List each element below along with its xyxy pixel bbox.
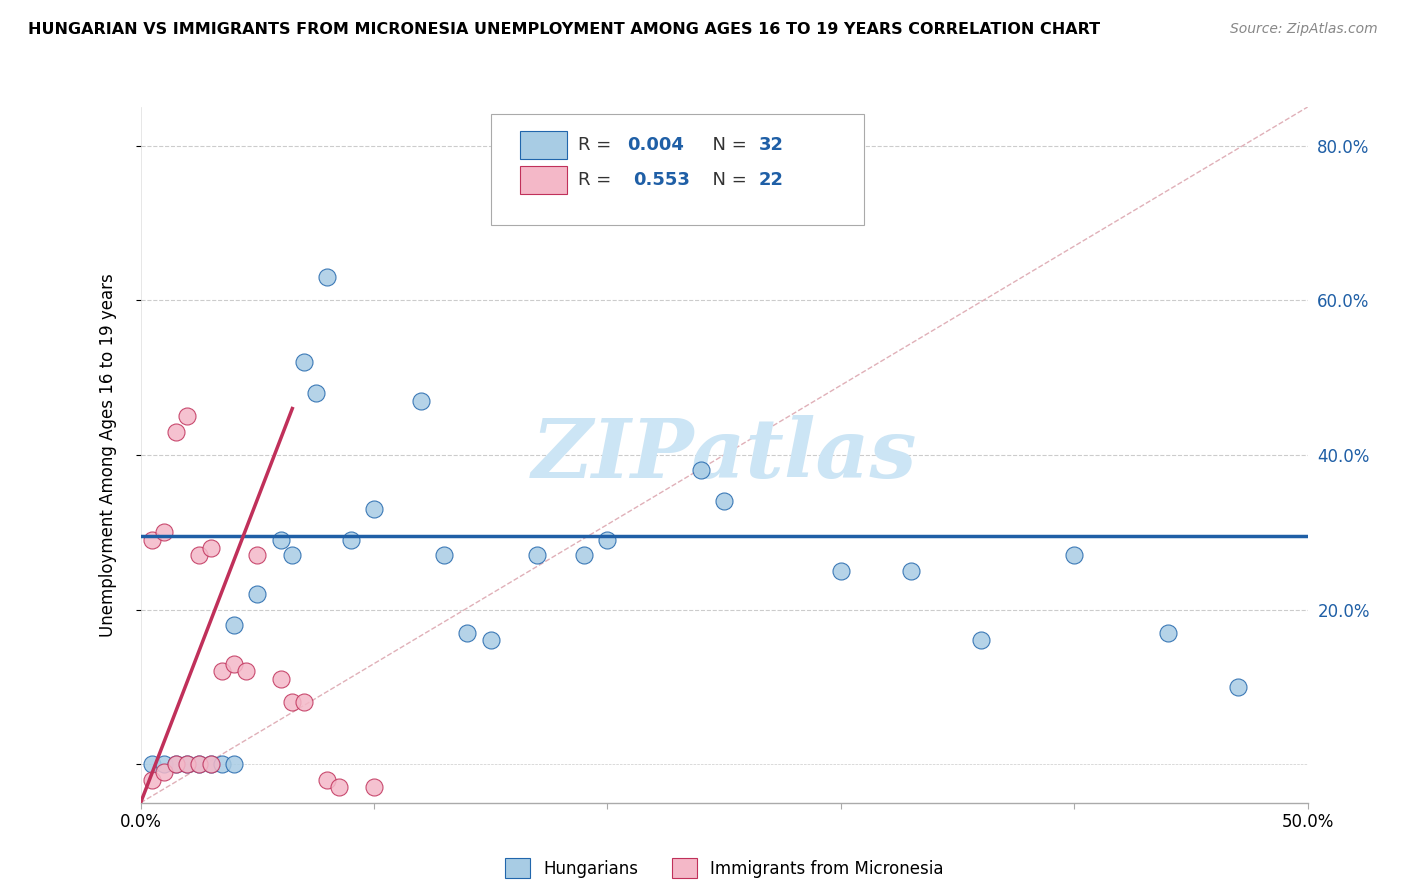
Text: N =: N = bbox=[700, 136, 752, 154]
Point bbox=[292, 695, 315, 709]
Point bbox=[153, 764, 176, 779]
Text: 22: 22 bbox=[759, 171, 785, 189]
Point bbox=[165, 425, 187, 439]
Point bbox=[153, 525, 176, 540]
Point bbox=[165, 757, 187, 772]
FancyBboxPatch shape bbox=[520, 131, 567, 159]
Point bbox=[339, 533, 361, 547]
Point bbox=[596, 533, 619, 547]
Point bbox=[363, 780, 385, 795]
Point bbox=[572, 549, 595, 563]
Text: HUNGARIAN VS IMMIGRANTS FROM MICRONESIA UNEMPLOYMENT AMONG AGES 16 TO 19 YEARS C: HUNGARIAN VS IMMIGRANTS FROM MICRONESIA … bbox=[28, 22, 1101, 37]
Point bbox=[141, 757, 163, 772]
Point bbox=[713, 494, 735, 508]
Point bbox=[176, 409, 198, 424]
Y-axis label: Unemployment Among Ages 16 to 19 years: Unemployment Among Ages 16 to 19 years bbox=[98, 273, 117, 637]
FancyBboxPatch shape bbox=[520, 166, 567, 194]
Point bbox=[141, 772, 163, 787]
Point bbox=[305, 386, 328, 401]
Point bbox=[409, 393, 432, 408]
Text: R =: R = bbox=[578, 136, 617, 154]
Point bbox=[316, 270, 339, 285]
Point bbox=[456, 625, 478, 640]
Point bbox=[188, 757, 211, 772]
Point bbox=[1063, 549, 1085, 563]
Point bbox=[363, 502, 385, 516]
Point bbox=[270, 672, 292, 686]
Point bbox=[433, 549, 456, 563]
Point bbox=[188, 757, 211, 772]
Point bbox=[281, 549, 304, 563]
Point bbox=[526, 549, 548, 563]
Point bbox=[900, 564, 922, 578]
Point bbox=[292, 355, 315, 369]
Point bbox=[1156, 625, 1178, 640]
Point bbox=[153, 757, 176, 772]
Point bbox=[830, 564, 852, 578]
Point bbox=[200, 757, 222, 772]
Point bbox=[328, 780, 350, 795]
Text: 0.553: 0.553 bbox=[633, 171, 690, 189]
Point bbox=[211, 757, 233, 772]
Point bbox=[222, 618, 245, 632]
Text: R =: R = bbox=[578, 171, 623, 189]
Text: Source: ZipAtlas.com: Source: ZipAtlas.com bbox=[1230, 22, 1378, 37]
Point bbox=[479, 633, 502, 648]
Point bbox=[188, 549, 211, 563]
Point bbox=[222, 657, 245, 671]
Legend: Hungarians, Immigrants from Micronesia: Hungarians, Immigrants from Micronesia bbox=[498, 851, 950, 885]
Point bbox=[141, 533, 163, 547]
Point bbox=[1226, 680, 1249, 694]
FancyBboxPatch shape bbox=[491, 114, 865, 226]
Point bbox=[176, 757, 198, 772]
Point bbox=[281, 695, 304, 709]
Point bbox=[222, 757, 245, 772]
Point bbox=[200, 757, 222, 772]
Point bbox=[246, 549, 269, 563]
Text: 0.004: 0.004 bbox=[627, 136, 685, 154]
Point bbox=[316, 772, 339, 787]
Text: 32: 32 bbox=[759, 136, 785, 154]
Text: N =: N = bbox=[700, 171, 752, 189]
Point bbox=[211, 665, 233, 679]
Point bbox=[200, 541, 222, 555]
Text: ZIPatlas: ZIPatlas bbox=[531, 415, 917, 495]
Point bbox=[235, 665, 257, 679]
Point bbox=[176, 757, 198, 772]
Point bbox=[246, 587, 269, 601]
Point bbox=[689, 463, 711, 477]
Point bbox=[165, 757, 187, 772]
Point bbox=[970, 633, 993, 648]
Point bbox=[270, 533, 292, 547]
